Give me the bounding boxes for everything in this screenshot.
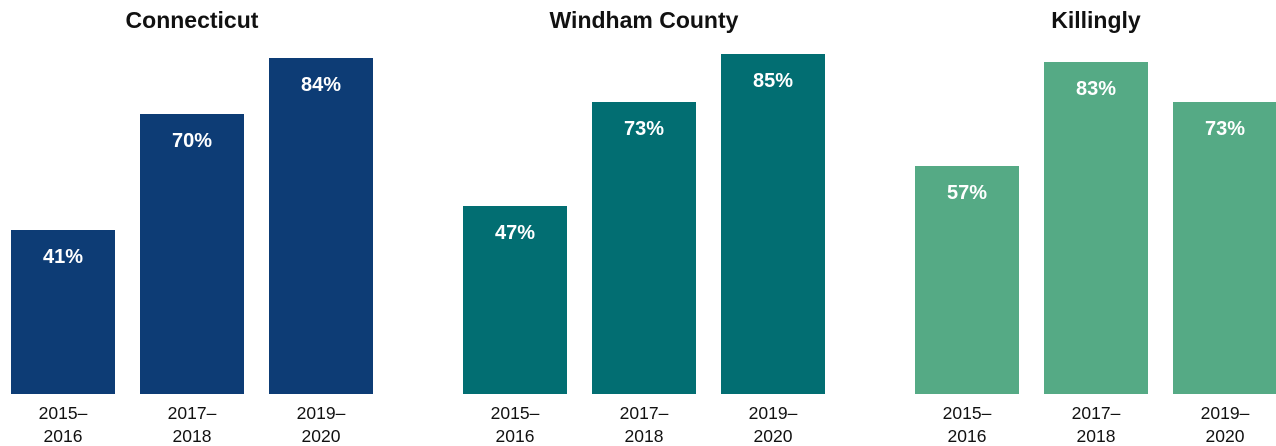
x-tick-label: 2020 (1206, 426, 1245, 446)
x-tick-label: 2018 (1077, 426, 1116, 446)
data-label: 73% (1205, 118, 1245, 140)
data-label: 83% (1076, 78, 1116, 100)
bar (1044, 62, 1148, 394)
chart-title: Killingly (1051, 7, 1141, 33)
data-label: 85% (753, 70, 793, 92)
chart-panel-1: Connecticut 41% 2015– 2016 70% 2017– 2018 84% 20… (11, 7, 373, 446)
data-label: 57% (947, 182, 987, 204)
data-label: 84% (301, 74, 341, 96)
chart-title: Connecticut (126, 7, 259, 33)
x-tick-label: 2019– (749, 403, 798, 423)
bar (269, 58, 373, 394)
x-tick-label: 2019– (1201, 403, 1250, 423)
x-tick-label: 2017– (620, 403, 669, 423)
x-tick-label: 2016 (948, 426, 987, 446)
bar (463, 206, 567, 394)
bar (915, 166, 1019, 394)
x-tick-label: 2015– (943, 403, 992, 423)
x-tick-label: 2015– (39, 403, 88, 423)
x-tick-label: 2018 (173, 426, 212, 446)
chart-panel-2: Windham County 47% 2015– 2016 73% 2017– 2018 85… (463, 7, 825, 446)
x-tick-label: 2017– (1072, 403, 1121, 423)
chart-title: Windham County (550, 7, 739, 33)
x-tick-label: 2019– (297, 403, 346, 423)
x-tick-label: 2020 (754, 426, 793, 446)
x-tick-label: 2017– (168, 403, 217, 423)
bar (140, 114, 244, 394)
x-tick-label: 2015– (491, 403, 540, 423)
x-tick-label: 2016 (496, 426, 535, 446)
bar (721, 54, 825, 394)
data-label: 47% (495, 222, 535, 244)
x-tick-label: 2020 (302, 426, 341, 446)
chart-panel-3: Killingly 57% 2015– 2016 83% 2017– 2018 73% 2019… (915, 7, 1276, 446)
bar (592, 102, 696, 394)
data-label: 73% (624, 118, 664, 140)
bar (11, 230, 115, 394)
data-label: 70% (172, 130, 212, 152)
bar (1173, 102, 1276, 394)
x-tick-label: 2016 (44, 426, 83, 446)
x-tick-label: 2018 (625, 426, 664, 446)
data-label: 41% (43, 246, 83, 268)
